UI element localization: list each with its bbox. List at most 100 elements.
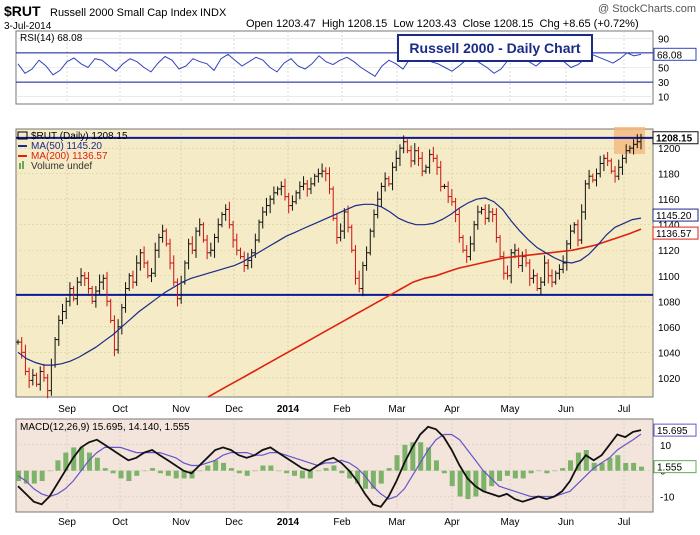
macd-histogram-bar-50 bbox=[410, 442, 416, 471]
price-bar-168 bbox=[639, 133, 643, 150]
price-bar-143 bbox=[546, 259, 551, 284]
macd-histogram-bar-68 bbox=[552, 470, 558, 472]
price-bar-129 bbox=[494, 208, 499, 243]
price-legend: $RUT (Daily) 1208.15 MA(50) 1145.20 MA(2… bbox=[17, 131, 128, 172]
price-bar-42 bbox=[171, 255, 176, 286]
price-bar-104 bbox=[401, 135, 406, 154]
price-bar-57 bbox=[227, 201, 232, 229]
price-bar-101 bbox=[390, 162, 395, 191]
price-bar-29 bbox=[123, 282, 128, 313]
price-tick-1: 1180 bbox=[658, 170, 680, 181]
macd-histogram-bar-57 bbox=[465, 470, 471, 500]
price-bar-0 bbox=[16, 339, 20, 345]
macd-histogram-bar-38 bbox=[315, 470, 321, 472]
price-bar-96 bbox=[372, 209, 376, 238]
price-bar-55 bbox=[219, 211, 224, 228]
price-bar-161 bbox=[613, 166, 618, 183]
month-label-4: 2014 bbox=[277, 517, 300, 528]
price-bar-137 bbox=[524, 248, 529, 267]
price-bar-15 bbox=[71, 285, 76, 302]
macd-histogram-bar-77 bbox=[623, 462, 629, 471]
price-bar-95 bbox=[368, 228, 373, 256]
price-bar-83 bbox=[323, 167, 328, 182]
macd-label: MACD(12,26,9) 15.695, 14.140, 1.555 bbox=[20, 422, 190, 433]
price-bar-106 bbox=[409, 145, 414, 168]
macd-histogram-bar-21 bbox=[181, 470, 187, 479]
month-label-3: Dec bbox=[225, 404, 243, 415]
price-bar-118 bbox=[453, 197, 458, 223]
price-bar-140 bbox=[535, 273, 540, 292]
macd-histogram-bar-20 bbox=[173, 470, 179, 479]
price-bar-71 bbox=[279, 181, 284, 196]
price-bar-88 bbox=[342, 208, 347, 239]
price-bar-146 bbox=[557, 264, 562, 280]
price-last-box-2 bbox=[652, 226, 699, 240]
price-bar-93 bbox=[360, 261, 365, 297]
price-bar-159 bbox=[605, 151, 610, 167]
price-bar-122 bbox=[468, 236, 473, 261]
macd-histogram-bar-45 bbox=[370, 470, 376, 489]
price-bar-117 bbox=[449, 188, 454, 206]
price-bar-76 bbox=[297, 181, 302, 200]
price-bar-99 bbox=[383, 172, 388, 192]
macd-histogram-bar-64 bbox=[520, 470, 526, 479]
macd-histogram-bar-40 bbox=[331, 465, 337, 471]
price-bar-82 bbox=[320, 163, 325, 178]
month-label-9: Jun bbox=[558, 404, 574, 415]
macd-histogram-bar-7 bbox=[71, 447, 77, 471]
price-bar-132 bbox=[505, 265, 510, 280]
watermark: @ StockCharts.com bbox=[598, 3, 696, 15]
header-ohlc: Open 1203.47 High 1208.15 Low 1203.43 Cl… bbox=[246, 18, 639, 30]
price-bar-12 bbox=[60, 303, 65, 325]
price-bar-97 bbox=[375, 191, 380, 219]
month-label-2: Nov bbox=[172, 404, 190, 415]
price-bar-14 bbox=[67, 282, 72, 307]
macd-histogram-bar-14 bbox=[126, 470, 132, 481]
price-bar-77 bbox=[301, 176, 306, 191]
macd-histogram-bar-12 bbox=[110, 470, 116, 474]
header-name: Russell 2000 Small Cap Index bbox=[50, 7, 198, 19]
macd-histogram-bar-36 bbox=[299, 470, 305, 479]
month-label-10: Jul bbox=[618, 404, 631, 415]
price-bar-32 bbox=[134, 255, 139, 286]
price-last-value-2: 1136.57 bbox=[656, 229, 692, 240]
price-bar-40 bbox=[164, 228, 169, 247]
macd-histogram-bar-27 bbox=[228, 468, 234, 471]
price-bar-22 bbox=[97, 274, 102, 295]
price-bar-89 bbox=[346, 205, 351, 233]
price-bar-108 bbox=[416, 146, 421, 167]
macd-histogram-bar-30 bbox=[252, 470, 258, 472]
price-bar-103 bbox=[397, 144, 402, 167]
month-label-6: Mar bbox=[388, 404, 406, 415]
macd-histogram-bar-11 bbox=[102, 468, 108, 471]
price-bar-167 bbox=[635, 134, 640, 149]
price-bar-5 bbox=[34, 372, 39, 387]
price-bar-43 bbox=[175, 278, 180, 307]
ma200-line bbox=[207, 228, 642, 398]
month-label-7: Apr bbox=[444, 404, 460, 415]
price-bar-141 bbox=[538, 277, 543, 295]
macd-histogram-bar-61 bbox=[497, 470, 503, 481]
price-bar-66 bbox=[260, 206, 265, 229]
price-bar-145 bbox=[553, 270, 558, 285]
price-bar-98 bbox=[379, 182, 384, 207]
month-label-10: Jul bbox=[618, 517, 631, 528]
price-bar-19 bbox=[86, 271, 91, 294]
month-label-4: 2014 bbox=[277, 404, 300, 415]
macd-histogram-bar-58 bbox=[473, 470, 479, 497]
price-bar-133 bbox=[509, 248, 514, 284]
macd-histogram-bar-8 bbox=[79, 447, 85, 471]
price-bar-73 bbox=[286, 192, 291, 214]
price-bar-114 bbox=[438, 160, 443, 192]
price-bar-84 bbox=[327, 167, 332, 195]
rsi-last-box bbox=[653, 47, 697, 61]
macd-histogram-bar-26 bbox=[221, 462, 227, 471]
price-bar-149 bbox=[568, 224, 573, 249]
price-bar-62 bbox=[245, 252, 250, 270]
macd-last-value-1: 1.555 bbox=[657, 463, 682, 474]
header-exchange: INDX bbox=[200, 7, 227, 19]
macd-histogram-bar-33 bbox=[276, 470, 282, 472]
macd-histogram-bar-75 bbox=[607, 457, 613, 471]
macd-histogram-bar-22 bbox=[189, 470, 195, 479]
